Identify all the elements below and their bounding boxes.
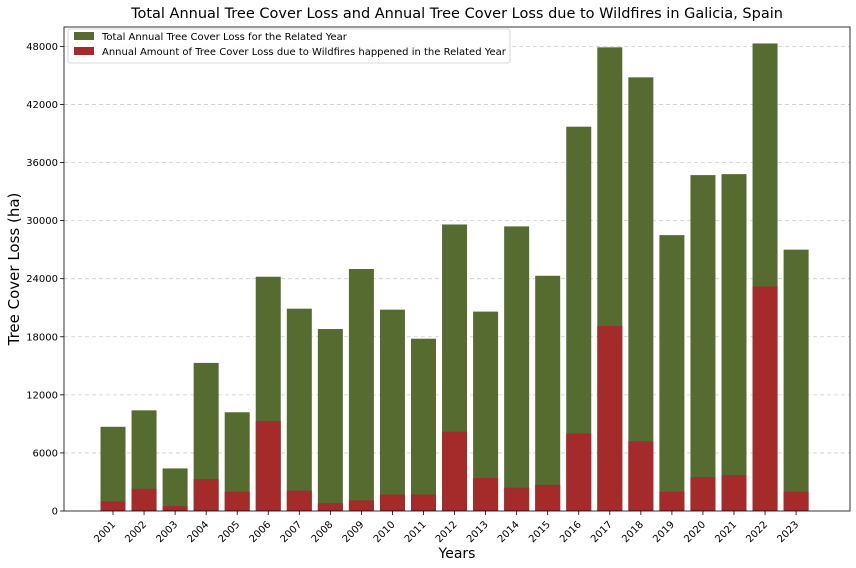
y-tick-label: 42000 bbox=[26, 100, 58, 111]
bar-wildfire-2008 bbox=[317, 503, 343, 511]
x-tick-label: 2006 bbox=[248, 519, 274, 545]
bar-total-2015 bbox=[535, 275, 561, 511]
x-tick-label: 2016 bbox=[558, 519, 584, 545]
bar-wildfire-2016 bbox=[566, 433, 592, 511]
bar-total-2008 bbox=[317, 329, 343, 511]
bar-total-2001 bbox=[100, 426, 126, 511]
y-tick-label: 48000 bbox=[26, 42, 58, 53]
legend-label-wildfire: Annual Amount of Tree Cover Loss due to … bbox=[102, 47, 507, 58]
bar-total-2014 bbox=[504, 226, 530, 511]
bar-total-2019 bbox=[659, 235, 685, 511]
bar-total-2009 bbox=[348, 269, 374, 511]
bar-wildfire-2022 bbox=[752, 286, 778, 511]
x-tick-label: 2014 bbox=[496, 519, 522, 545]
x-tick-label: 2010 bbox=[372, 519, 398, 545]
legend: Total Annual Tree Cover Loss for the Rel… bbox=[67, 28, 511, 64]
x-tick-label: 2015 bbox=[527, 519, 553, 545]
bar-wildfire-2015 bbox=[535, 484, 561, 511]
bar-wildfire-2021 bbox=[721, 475, 747, 511]
bar-wildfire-2002 bbox=[131, 488, 157, 511]
bar-wildfire-2010 bbox=[379, 494, 405, 511]
bar-wildfire-2019 bbox=[659, 491, 685, 511]
x-axis-ticks: 2001 2002 2003 2004 2005 2006 2007 2008 2009 2010… bbox=[92, 511, 801, 545]
x-tick-label: 2022 bbox=[744, 519, 770, 545]
chart-title: Total Annual Tree Cover Loss and Annual … bbox=[130, 6, 783, 22]
y-tick-label: 36000 bbox=[26, 158, 58, 169]
x-tick-label: 2021 bbox=[713, 519, 739, 545]
plot-frame bbox=[63, 26, 851, 512]
x-tick-label: 2019 bbox=[651, 519, 677, 545]
x-tick-label: 2013 bbox=[465, 519, 491, 545]
legend-box bbox=[67, 28, 511, 64]
x-tick-label: 2008 bbox=[310, 519, 336, 545]
y-tick-label: 18000 bbox=[26, 332, 58, 343]
x-tick-label: 2004 bbox=[185, 519, 211, 545]
y-tick-label: 24000 bbox=[26, 274, 58, 285]
bar-wildfire-2014 bbox=[504, 487, 530, 511]
bar-total-2011 bbox=[411, 338, 436, 511]
bar-total-2021 bbox=[721, 174, 747, 512]
bar-wildfire-2023 bbox=[783, 491, 809, 511]
bar-total-2010 bbox=[379, 309, 405, 511]
bar-wildfire-2003 bbox=[162, 506, 188, 511]
bar-wildfire-2009 bbox=[348, 500, 374, 511]
bar-wildfire-2017 bbox=[597, 326, 623, 511]
bar-total-2018 bbox=[628, 77, 654, 511]
bar-wildfire-2020 bbox=[690, 477, 716, 511]
bar-wildfire-2007 bbox=[286, 490, 312, 511]
y-axis-label: Tree Cover Loss (ha) bbox=[5, 193, 23, 347]
x-axis-label: Years bbox=[438, 546, 476, 562]
bar-total-2007 bbox=[286, 308, 312, 511]
x-tick-label: 2003 bbox=[154, 519, 180, 545]
legend-swatch-total bbox=[74, 32, 94, 40]
bar-total-2003 bbox=[162, 468, 188, 511]
x-tick-label: 2023 bbox=[775, 519, 801, 545]
x-tick-label: 2009 bbox=[341, 519, 367, 545]
bar-wildfire-2012 bbox=[442, 431, 468, 511]
x-tick-label: 2005 bbox=[217, 519, 243, 545]
y-tick-label: 30000 bbox=[26, 216, 58, 227]
bar-wildfire-2018 bbox=[628, 441, 654, 511]
x-tick-label: 2012 bbox=[434, 519, 460, 545]
x-tick-label: 2018 bbox=[620, 519, 646, 545]
y-axis-ticks: 0 6000 12000 18000 24000 30000 36000 42000 48000 bbox=[26, 42, 64, 518]
x-tick-label: 2002 bbox=[123, 519, 149, 545]
y-tick-label: 0 bbox=[52, 507, 58, 518]
x-tick-label: 2020 bbox=[682, 519, 708, 545]
bar-total-2013 bbox=[473, 311, 499, 511]
bar-total-2020 bbox=[690, 175, 716, 511]
x-tick-label: 2007 bbox=[279, 519, 305, 545]
y-tick-label: 6000 bbox=[33, 448, 58, 459]
bar-wildfire-2011 bbox=[411, 494, 436, 511]
bar-wildfire-2013 bbox=[473, 478, 499, 511]
bar-wildfire-2001 bbox=[100, 501, 126, 511]
x-tick-label: 2011 bbox=[403, 519, 429, 545]
x-tick-label: 2001 bbox=[92, 519, 118, 545]
bar-wildfire-2005 bbox=[224, 491, 250, 511]
bars bbox=[100, 43, 809, 512]
bar-total-2023 bbox=[783, 249, 809, 511]
x-tick-label: 2017 bbox=[589, 519, 615, 545]
y-tick-label: 12000 bbox=[26, 390, 58, 401]
legend-swatch-wildfire bbox=[74, 47, 94, 55]
legend-label-total: Total Annual Tree Cover Loss for the Rel… bbox=[101, 32, 348, 43]
bar-wildfire-2006 bbox=[255, 420, 281, 511]
bar-wildfire-2004 bbox=[193, 479, 219, 511]
